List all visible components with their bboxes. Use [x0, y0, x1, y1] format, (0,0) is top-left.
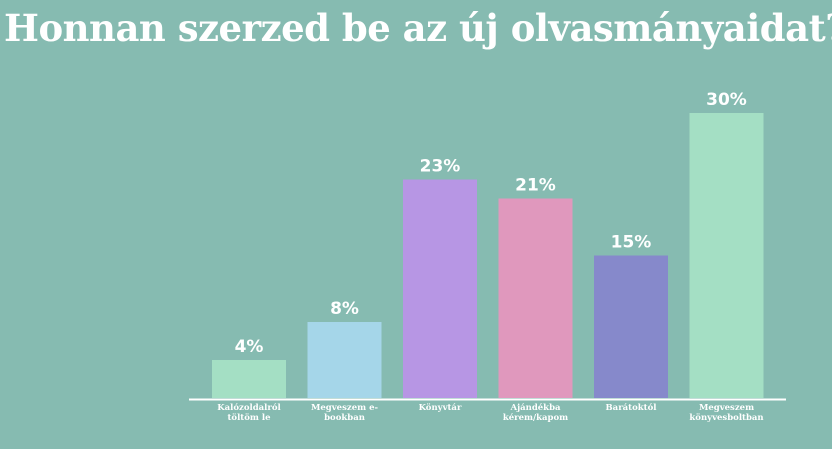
bar-0	[212, 360, 286, 398]
category-label-1-line-1: bookban	[324, 413, 365, 423]
value-labels-group: 4% 8% 23% 21% 15% 30%	[235, 90, 747, 357]
category-label-0-line-0: Kalózoldalról	[217, 402, 281, 413]
bar-value-label-1: 8%	[330, 299, 359, 319]
category-label-5-line-1: könyvesboltban	[689, 412, 763, 423]
category-label-3-line-1: kérem/kapom	[503, 412, 568, 423]
category-label-3-line-0: Ajándékba	[509, 402, 561, 413]
category-label-4-line-0: Barátoktól	[606, 402, 658, 413]
bar-1	[307, 322, 382, 398]
bar-value-label-0: 4%	[235, 337, 264, 357]
bar-4	[594, 255, 668, 398]
bar-2	[403, 179, 477, 398]
bars-group	[212, 113, 764, 398]
bar-value-label-2: 23%	[420, 157, 461, 177]
chart-title: Honnan szerzed be az új olvasmányaidat?	[4, 6, 832, 50]
bar-value-label-5: 30%	[706, 90, 747, 110]
category-label-1-line-0: Megveszem e-	[311, 403, 378, 413]
category-label-2-line-0: Könyvtár	[419, 402, 462, 413]
bar-3	[498, 198, 573, 398]
category-label-0-line-1: töltöm le	[227, 412, 271, 423]
bar-value-label-3: 21%	[515, 176, 556, 196]
bar-value-label-4: 15%	[611, 233, 652, 253]
bar-5	[689, 113, 764, 398]
category-label-5-line-0: Megveszem	[699, 403, 754, 413]
